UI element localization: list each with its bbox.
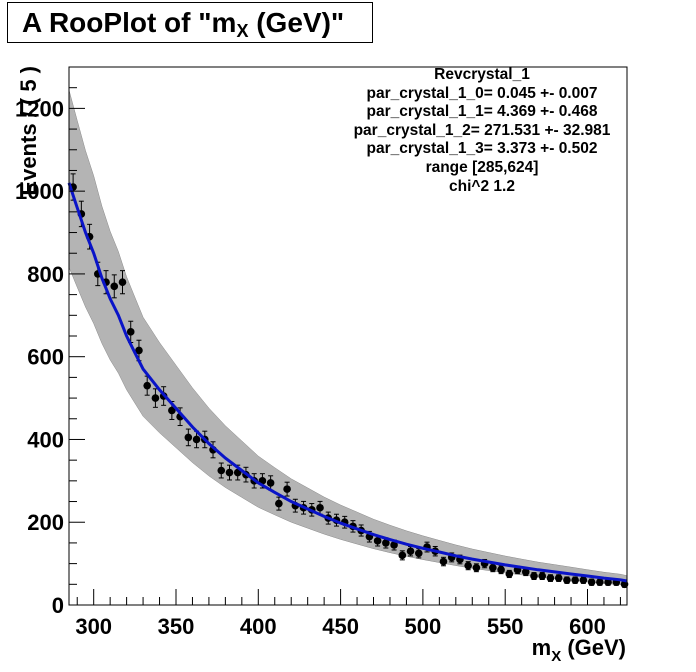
data-point [571, 576, 579, 584]
x-axis-title: mX (GeV) [532, 635, 626, 665]
marker [266, 479, 275, 487]
marker [184, 433, 193, 442]
marker [151, 394, 160, 402]
marker [135, 346, 143, 355]
marker [587, 578, 596, 587]
marker [571, 576, 579, 584]
marker [168, 406, 176, 415]
marker [489, 563, 497, 572]
x-tick-label: 400 [240, 614, 277, 639]
data-point [596, 578, 604, 587]
marker [406, 547, 415, 555]
marker [373, 537, 382, 545]
stats-line: par_crystal_1_3= 3.373 +- 0.502 [366, 140, 598, 158]
data-point [554, 574, 563, 582]
x-tick-label: 450 [322, 614, 359, 639]
data-point [225, 464, 234, 481]
marker [275, 499, 283, 508]
stats-line: range [285,624] [425, 158, 539, 176]
data-point [390, 539, 398, 551]
data-point [546, 574, 555, 582]
data-point [464, 561, 472, 571]
marker [464, 561, 472, 570]
marker [414, 549, 423, 558]
plot-title: A RooPlot of "mX (GeV)" [22, 7, 345, 41]
marker [505, 570, 514, 578]
y-tick-label: 800 [27, 262, 64, 287]
marker [192, 435, 201, 444]
fit-parameters-box: Revcrystal_1 par_crystal_1_0= 0.045 +- 0… [312, 66, 652, 196]
plot-title-box: A RooPlot of "mX (GeV)" [7, 2, 373, 43]
marker [546, 574, 555, 582]
marker [563, 576, 571, 584]
marker [398, 551, 407, 560]
marker [596, 578, 604, 587]
data-point [275, 496, 283, 511]
data-point [530, 572, 538, 580]
data-point [110, 274, 119, 299]
fit-curve [67, 182, 628, 583]
y-tick-label: 400 [27, 427, 64, 452]
marker [225, 468, 234, 477]
data-point [472, 563, 481, 573]
marker [390, 541, 398, 549]
data-point [217, 462, 226, 479]
y-tick-label: 1000 [15, 179, 64, 204]
data-point [184, 428, 193, 447]
data-point [563, 576, 571, 584]
data-point [497, 565, 505, 575]
data-point [398, 550, 407, 561]
x-tick-label: 550 [487, 614, 524, 639]
y-tick-label: 200 [27, 510, 64, 535]
y-tick-label: 0 [52, 593, 64, 618]
marker [217, 466, 226, 475]
marker [521, 568, 530, 576]
marker [604, 578, 612, 587]
marker [497, 566, 505, 574]
stats-line: par_crystal_1_2= 271.531 +- 32.981 [353, 121, 611, 139]
x-tick-label: 350 [158, 614, 195, 639]
data-point [439, 556, 448, 567]
stats-line: Revcrystal_1 [434, 66, 530, 83]
marker [530, 572, 538, 580]
data-point [604, 578, 612, 587]
marker [118, 278, 127, 287]
data-point [538, 572, 547, 580]
y-axis-title: Events / ( 5 ) [16, 66, 41, 196]
stats-line: chi^2 1.2 [449, 177, 515, 195]
x-tick-label: 600 [569, 614, 606, 639]
data-point [118, 270, 127, 295]
marker [579, 576, 588, 584]
data-point [151, 388, 160, 408]
x-tick-label: 500 [405, 614, 442, 639]
stats-line: par_crystal_1_0= 0.045 +- 0.007 [366, 84, 598, 102]
data-point [406, 545, 415, 557]
data-point [505, 569, 514, 579]
data-point [579, 576, 588, 584]
marker [472, 563, 481, 572]
marker [554, 574, 563, 582]
marker [382, 539, 390, 547]
data-point [587, 578, 596, 587]
marker [143, 381, 151, 390]
fit-line [67, 182, 628, 583]
marker [538, 572, 547, 580]
marker [439, 557, 448, 566]
y-axis: 0 200 400 600 800 1000 1200 [15, 66, 85, 618]
stats-line: par_crystal_1_1= 4.369 +- 0.468 [366, 103, 598, 121]
x-tick-label: 300 [75, 614, 112, 639]
marker [110, 282, 119, 291]
data-point [283, 481, 291, 497]
x-axis: 300 350 400 450 500 550 600 [75, 589, 621, 639]
marker [283, 485, 291, 493]
marker [316, 503, 324, 512]
y-tick-label: 600 [27, 345, 64, 370]
y-tick-label: 1200 [15, 96, 64, 121]
marker [126, 328, 135, 336]
